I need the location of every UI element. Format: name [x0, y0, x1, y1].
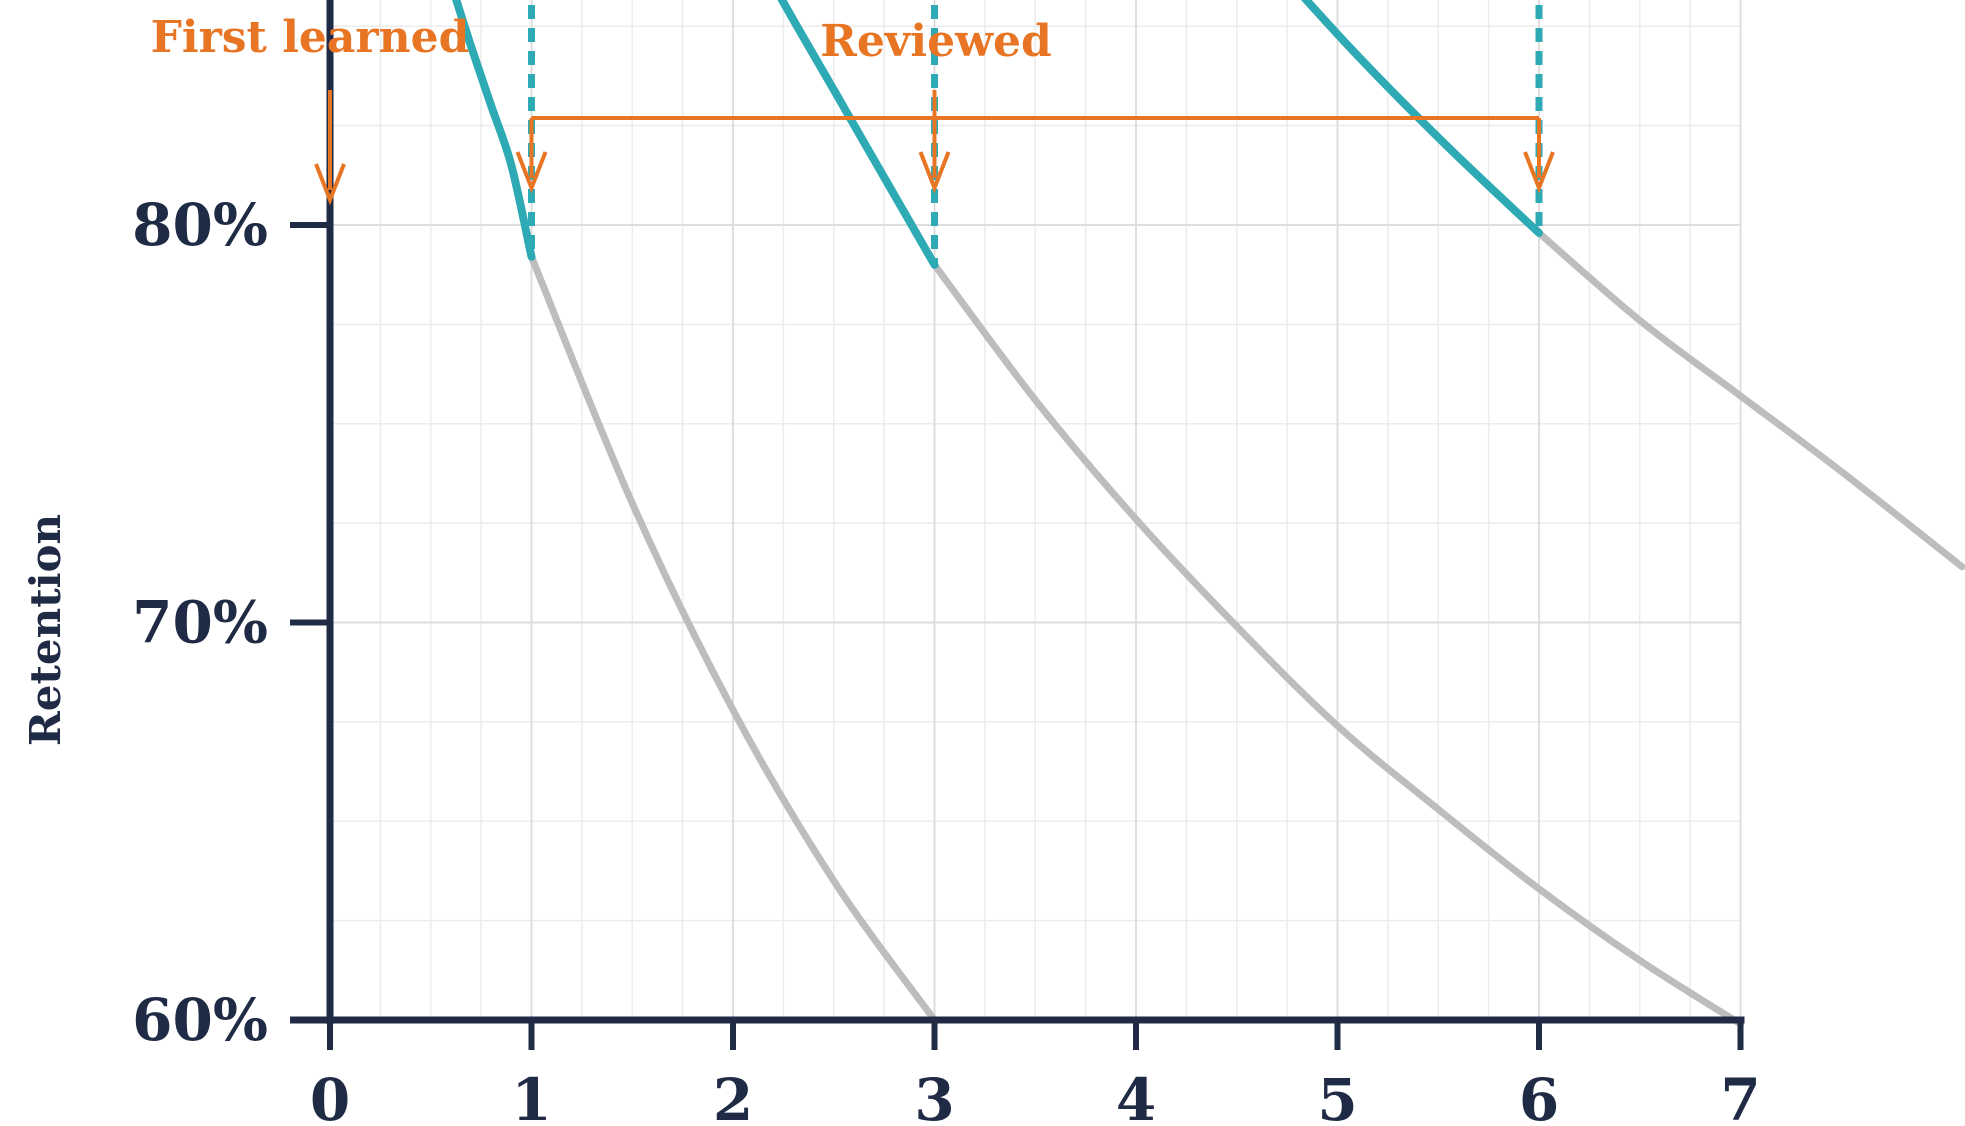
review-arrow-6-head [1523, 151, 1555, 194]
review-arrow-1-head [515, 151, 548, 194]
annotations [314, 90, 1555, 206]
retained-curve-1 [777, 0, 939, 269]
x-tick-label: 5 [1317, 1066, 1357, 1126]
retained-curves [452, 0, 1543, 269]
retained-curve-0 [452, 0, 536, 261]
y-tick-label: 80% [132, 191, 268, 259]
x-tick-label: 4 [1116, 1066, 1156, 1126]
y-axis-label: Retention [21, 514, 70, 746]
x-tick-label: 7 [1720, 1066, 1760, 1126]
forgotten-curves [528, 229, 1965, 1028]
major-grid [330, 0, 1742, 1020]
review-arrow-3-head [918, 151, 951, 194]
x-tick-label: 3 [914, 1066, 954, 1126]
retained-curve-2 [1300, 0, 1543, 237]
axes [290, 0, 1745, 1050]
first-learned-arrow-head [314, 163, 346, 206]
forgotten-curve-6 [1535, 229, 1965, 571]
x-tick-label: 0 [310, 1066, 350, 1126]
first-learned-label: First learned [151, 12, 470, 63]
x-tick-label: 1 [511, 1066, 551, 1126]
x-tick-label: 2 [713, 1066, 753, 1126]
x-tick-label: 6 [1519, 1066, 1559, 1126]
minor-grid [330, 0, 1741, 1020]
y-tick-label: 60% [132, 986, 268, 1054]
y-tick-label: 70% [132, 589, 268, 657]
forgotten-curve-5 [931, 261, 1744, 1028]
forgotten-curve-4 [528, 253, 938, 1024]
reviewed-label: Reviewed [820, 16, 1051, 67]
